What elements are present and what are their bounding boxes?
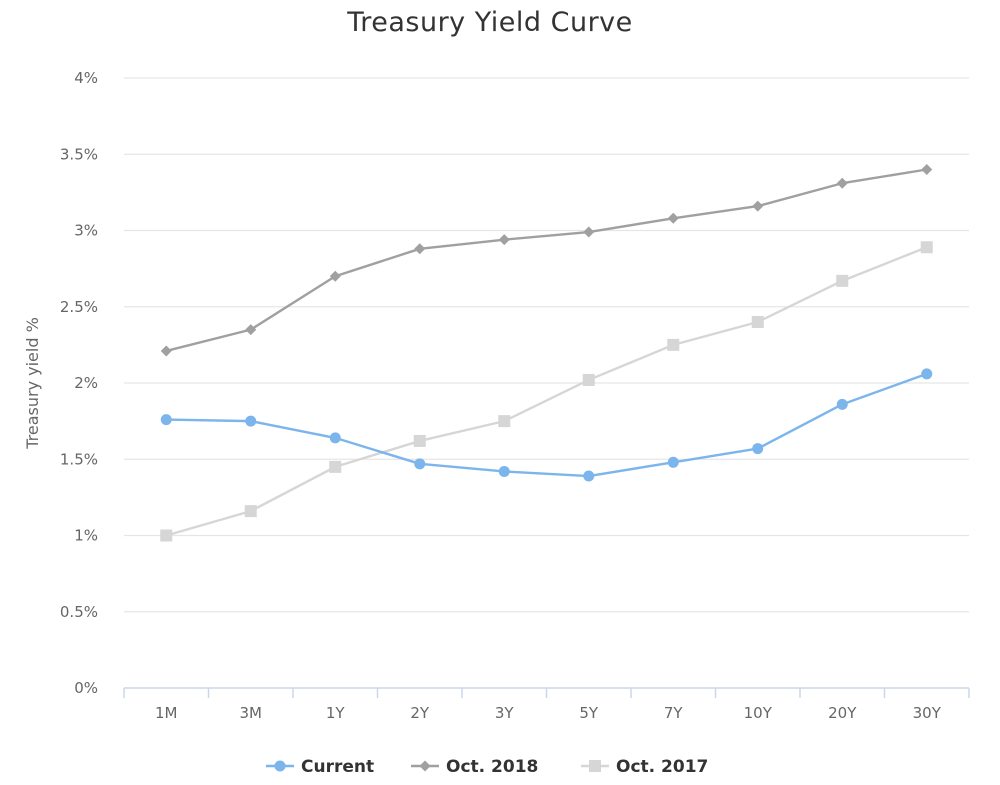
data-point-current: [583, 470, 595, 482]
legend-label: Current: [301, 757, 374, 777]
series-current: [160, 368, 933, 482]
data-point-oct-2018: [160, 345, 172, 357]
grid-lines: [124, 77, 969, 613]
chart-legend: Current Oct. 2018 Oct. 2017: [266, 757, 708, 777]
x-tick-label: 3Y: [495, 704, 515, 722]
data-point-oct-2017: [498, 415, 511, 428]
y-tick-label: 4%: [74, 69, 98, 87]
data-point-current: [667, 456, 679, 468]
x-tick-label: 3M: [240, 704, 263, 722]
data-point-oct-2018: [498, 234, 510, 246]
series-line-oct-2018: [165, 168, 928, 353]
data-point-oct-2018: [921, 164, 933, 175]
data-point-oct-2018: [329, 270, 341, 282]
data-point-current: [160, 414, 172, 426]
legend-label: Oct. 2018: [446, 757, 538, 777]
y-tick-label: 1.5%: [60, 450, 98, 468]
y-tick-label: 2.5%: [60, 298, 98, 316]
series-plot-area: [160, 164, 933, 542]
x-tick-label: 30Y: [913, 704, 942, 722]
data-point-oct-2018: [583, 226, 595, 238]
data-point-oct-2017: [582, 373, 595, 386]
y-tick-label: 0%: [74, 679, 98, 697]
data-point-current: [245, 415, 257, 427]
series-oct-2017: [160, 241, 933, 542]
x-tick-label: 7Y: [664, 704, 684, 722]
y-tick-label: 3.5%: [60, 145, 98, 163]
legend-marker: [589, 760, 601, 772]
data-point-oct-2017: [329, 460, 342, 473]
series-oct-2018: [160, 164, 933, 357]
data-point-oct-2017: [751, 316, 764, 328]
legend-marker: [274, 760, 286, 772]
data-point-oct-2017: [244, 505, 257, 518]
data-point-oct-2018: [414, 243, 426, 255]
chart-title: Treasury Yield Curve: [346, 7, 633, 38]
x-tick-label: 10Y: [744, 704, 773, 722]
x-tick-label: 1M: [155, 704, 178, 722]
x-tick-label: 5Y: [579, 704, 599, 722]
data-point-oct-2017: [413, 434, 426, 447]
legend-item-oct-2018[interactable]: Oct. 2018: [411, 757, 538, 777]
x-tick-label: 20Y: [828, 704, 857, 722]
y-tick-label: 3%: [74, 222, 98, 240]
y-axis-tick-labels: 0% 0.5% 1% 1.5% 2% 2.5% 3% 3.5% 4%: [60, 69, 98, 697]
x-tick-label: 1Y: [326, 704, 346, 722]
y-tick-label: 2%: [74, 374, 98, 392]
data-point-current: [414, 458, 426, 470]
data-point-oct-2018: [836, 177, 848, 189]
data-point-oct-2018: [245, 324, 257, 336]
y-axis-title: Treasury yield %: [23, 317, 42, 450]
data-point-current: [329, 432, 341, 444]
legend-item-current[interactable]: Current: [266, 757, 374, 777]
data-point-current: [752, 443, 764, 455]
data-point-oct-2018: [752, 200, 764, 212]
data-point-oct-2017: [920, 241, 933, 254]
data-point-current: [498, 465, 510, 477]
legend-label: Oct. 2017: [616, 757, 708, 777]
data-point-oct-2017: [160, 529, 173, 542]
data-point-oct-2017: [836, 274, 849, 287]
series-line-current: [165, 372, 928, 478]
legend-item-oct-2017[interactable]: Oct. 2017: [581, 757, 708, 777]
x-tick-label: 2Y: [410, 704, 430, 722]
series-line-oct-2017: [165, 246, 928, 537]
data-point-current: [836, 398, 848, 410]
data-point-oct-2018: [667, 212, 679, 224]
x-axis: 1M 3M 1Y 2Y 3Y 5Y 7Y 10Y 20Y 30Y: [123, 687, 970, 722]
data-point-current: [921, 368, 933, 380]
legend-marker: [419, 760, 431, 772]
y-tick-label: 0.5%: [60, 603, 98, 621]
data-point-oct-2017: [667, 338, 680, 351]
y-tick-label: 1%: [74, 527, 98, 545]
